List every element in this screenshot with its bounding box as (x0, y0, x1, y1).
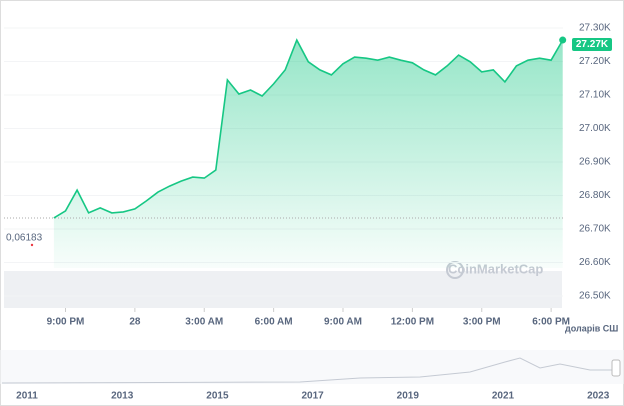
current-price-box (572, 38, 612, 52)
navigator-year: 2023 (587, 391, 610, 402)
y-axis-label: доларів СШ (565, 323, 618, 333)
x-tick-label: 3:00 AM (185, 317, 223, 328)
navigator-year: 2019 (397, 391, 420, 402)
current-price-label: 27.27K (576, 39, 609, 50)
last-point (559, 36, 567, 44)
start-label: 0,06183 (6, 233, 43, 244)
x-tick-label: 6:00 PM (532, 317, 570, 328)
navigator-year: 2017 (301, 391, 324, 402)
navigator-year: 2011 (16, 391, 38, 402)
y-tick-label: 26.60K (579, 257, 611, 268)
start-dot (30, 243, 34, 247)
navigator (0, 350, 624, 384)
area (53, 40, 563, 268)
y-tick-label: 27.30K (579, 23, 611, 34)
y-tick-label: 26.50K (579, 291, 611, 302)
y-tick-label: 27.00K (579, 123, 611, 134)
navigator-year: 2015 (206, 391, 229, 402)
y-tick-label: 27.10K (579, 90, 611, 101)
y-tick-label: 27.20K (579, 56, 611, 67)
x-tick-label: 3:00 PM (463, 317, 501, 328)
y-tick-label: 26.70K (579, 224, 611, 235)
navigator-year: 2013 (111, 391, 134, 402)
navigator-year: 2021 (492, 391, 515, 402)
navigator-handle[interactable] (611, 359, 621, 377)
y-tick-label: 26.90K (579, 157, 611, 168)
x-tick-label: 12:00 PM (391, 317, 434, 328)
x-tick-label: 28 (129, 317, 141, 328)
volume (4, 271, 562, 308)
line (53, 38, 564, 219)
x-tick-label: 9:00 PM (47, 317, 85, 328)
x-tick-label: 9:00 AM (324, 317, 362, 328)
navigator-line (1, 357, 620, 384)
x-tick-label: 6:00 AM (255, 317, 293, 328)
y-tick-label: 26.80K (579, 190, 611, 201)
